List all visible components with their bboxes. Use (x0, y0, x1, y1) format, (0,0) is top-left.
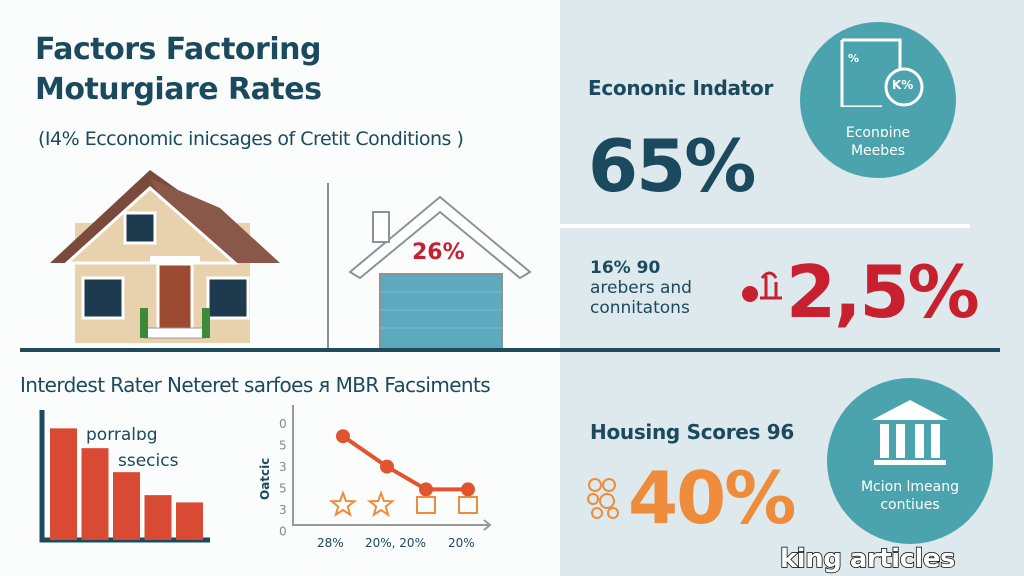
watermark-caption: king articles (779, 544, 956, 574)
garage-icon (348, 195, 532, 350)
bank-circle: Mcion lmeang contiues (827, 378, 993, 544)
economic-indicator-value: 65% (588, 124, 756, 208)
garage-label: 26% (412, 240, 465, 265)
y-tick-label: 3 (279, 503, 287, 517)
bank-icon (872, 400, 948, 465)
bank-circle-line-2: contiues (880, 497, 940, 513)
title-line-1: Factors Factoring (35, 32, 321, 67)
y-tick-label: 3 (279, 460, 287, 474)
credit-value: 2,5% (786, 250, 980, 334)
icon-badge: K% (892, 78, 914, 92)
bar (81, 448, 109, 540)
credit-line-2: arebers and (590, 278, 692, 298)
bar-chart (39, 410, 210, 543)
icon-tag: % (848, 52, 860, 65)
line-axis (292, 405, 490, 526)
divider-horizontal (20, 348, 1000, 352)
bar (50, 428, 77, 540)
subtitle: (I4% Ecconomic inicsages of Cretit Condi… (38, 128, 464, 150)
money-icon (742, 271, 782, 302)
x-tick-label: 28% (317, 536, 344, 550)
line-chart: 0 5 3 5 3 0 Oatcic 28% 20%, 20% 20% (258, 405, 492, 550)
y-tick-label: 0 (279, 525, 287, 539)
y-axis-label: Oatcic (258, 458, 272, 500)
economic-indicator-heading: Econonic Indator (588, 76, 774, 100)
divider-vertical (327, 183, 329, 348)
box-marker (458, 496, 478, 514)
credit-line-3: connitatons (590, 298, 690, 318)
document-percent-icon (840, 38, 924, 107)
page-title: Factors Factoring Moturgiare Rates (35, 30, 322, 110)
coins-icon (587, 478, 619, 519)
data-point (461, 482, 475, 497)
bar (144, 495, 172, 540)
bar-label-1: porralɒg (86, 425, 158, 445)
star-marker (328, 490, 358, 518)
house-icon (50, 170, 280, 343)
bank-circle-line-1: Mcion lmeang (860, 479, 960, 495)
y-tick-label: 5 (279, 439, 287, 453)
interest-heading: Interdest Rater Neteret sarfoes ᴙ MBR Fa… (20, 373, 491, 397)
series-line (341, 434, 468, 492)
data-point (419, 482, 433, 497)
circle-line-2: Meebes (850, 143, 906, 159)
data-point (380, 459, 394, 474)
economic-measures-circle: % K% Econɒine Meebes (800, 22, 956, 178)
bar-label-2: ssecics (118, 451, 179, 471)
bar (176, 502, 203, 540)
credit-line-1: 16% 90 (590, 258, 661, 278)
title-line-2: Moturgiare Rates (35, 72, 322, 107)
y-tick-label: 5 (279, 482, 287, 496)
y-tick-label: 0 (279, 417, 287, 431)
housing-heading: Housing Scores 96 (590, 420, 795, 444)
star-marker (366, 490, 396, 518)
data-point (336, 429, 350, 444)
circle-line-1: Econɒine (845, 125, 911, 141)
credit-conditions-text: 16% 90 arebers and connitatons (590, 258, 692, 318)
box-marker (416, 496, 436, 514)
housing-value: 40% (628, 456, 796, 540)
bar-chart-label: porralɒg ssecics (86, 422, 178, 474)
x-tick-label: 20%, 20% (365, 536, 426, 550)
divider-right (560, 224, 970, 228)
bar (113, 472, 140, 540)
x-axis-arrow (483, 519, 492, 531)
x-tick-label: 20% (448, 536, 475, 550)
